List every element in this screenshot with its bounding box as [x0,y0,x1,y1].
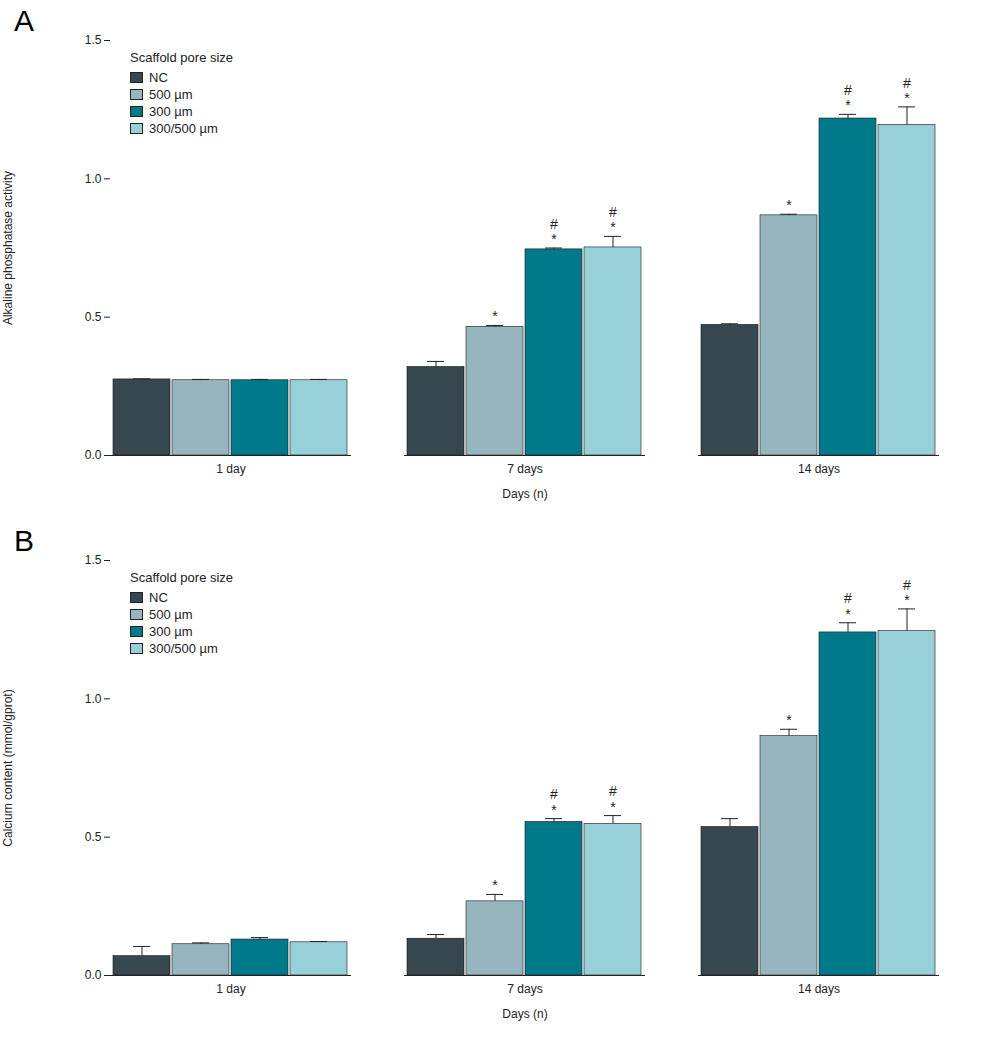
html-text:Scaffold pore size: Scaffold pore size [130,570,234,585]
html-text:NC: NC [149,590,168,605]
svg-text:#*: #* [844,590,852,621]
svg-text:1 day: 1 day [216,462,245,476]
svg-text:#*: #* [609,204,617,235]
svg-text:Calcium content (mmol/gprot): Calcium content (mmol/gprot) [1,689,15,846]
svg-text:1.0: 1.0 [85,172,102,186]
html-text:500 µm: 500 µm [149,87,193,102]
html-text:A: A [14,4,34,37]
html-text:300/500 µm: 300/500 µm [149,641,218,656]
svg-text:1.5: 1.5 [85,33,102,47]
svg-text:7 days: 7 days [507,982,542,996]
svg-text:1.5: 1.5 [85,553,102,567]
svg-text:Alkaline phosphatase activity: Alkaline phosphatase activity [1,171,15,325]
svg-text:#*: #* [844,82,852,113]
svg-text:14 days: 14 days [798,982,840,996]
html-text:Scaffold pore size: Scaffold pore size [130,50,234,65]
svg-text:#*: #* [550,216,558,247]
svg-text:14 days: 14 days [798,462,840,476]
html-text:300 µm: 300 µm [149,624,193,639]
svg-text:#*: #* [550,786,558,817]
svg-text:*: * [492,308,498,324]
svg-text:0.5: 0.5 [85,830,102,844]
html-text:300 µm: 300 µm [149,104,193,119]
svg-text:#*: #* [903,577,911,608]
svg-text:0.0: 0.0 [85,448,102,462]
html-text:300/500 µm: 300/500 µm [149,121,218,136]
svg-text:7 days: 7 days [507,462,542,476]
svg-text:#*: #* [609,783,617,814]
html-text:NC: NC [149,70,168,85]
html-text:B: B [14,524,34,557]
svg-text:0.0: 0.0 [85,968,102,982]
svg-text:1 day: 1 day [216,982,245,996]
svg-text:Days (n): Days (n) [502,1007,547,1021]
svg-text:*: * [786,197,792,213]
svg-text:1.0: 1.0 [85,692,102,706]
svg-text:Days (n): Days (n) [502,487,547,501]
svg-text:#*: #* [903,75,911,106]
html-text:500 µm: 500 µm [149,607,193,622]
svg-text:0.5: 0.5 [85,310,102,324]
svg-text:*: * [492,877,498,893]
svg-text:*: * [786,712,792,728]
